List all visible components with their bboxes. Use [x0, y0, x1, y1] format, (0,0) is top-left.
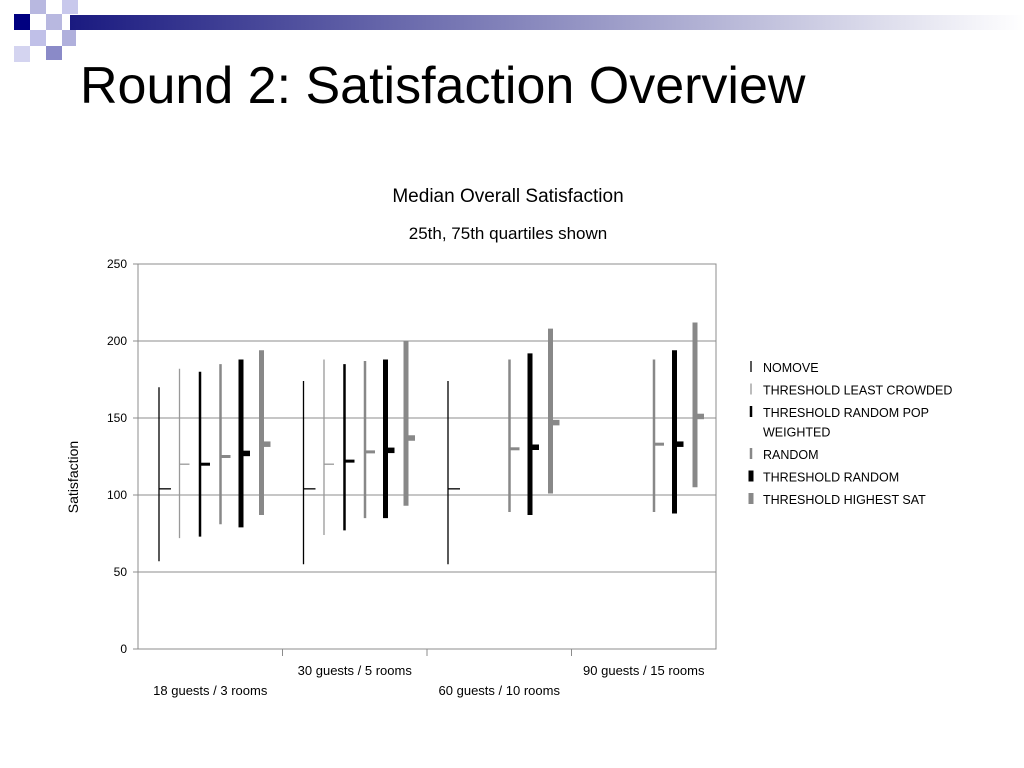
y-tick-label: 200	[107, 334, 127, 348]
x-tick-label: 60 guests / 10 rooms	[439, 683, 561, 698]
legend: NOMOVE THRESHOLD LEAST CROWDED THRESHOLD R…	[748, 361, 952, 507]
x-tick-label: 30 guests / 5 rooms	[298, 663, 413, 678]
legend-swatch	[749, 406, 753, 417]
plot-frame	[137, 263, 717, 650]
plot-area: 0 50 100 150 200 250 18 guests / 3 rooms 30 gue…	[107, 257, 717, 698]
y-tick-label: 0	[120, 642, 127, 656]
legend-label: RANDOM	[763, 448, 819, 462]
title-bar-decoration	[14, 0, 1024, 62]
legend-swatch	[750, 383, 752, 395]
y-tick-label: 50	[114, 565, 128, 579]
y-tick-label: 150	[107, 411, 127, 425]
slide-title: Round 2: Satisfaction Overview	[80, 57, 806, 115]
legend-swatch	[749, 448, 753, 459]
legend-label: NOMOVE	[763, 361, 819, 375]
legend-swatch	[750, 361, 752, 372]
legend-label: THRESHOLD HIGHEST SAT	[763, 493, 926, 507]
legend-label: THRESHOLD RANDOM	[763, 471, 899, 485]
legend-swatch	[748, 470, 754, 482]
y-tick-label: 100	[107, 488, 127, 502]
legend-swatch	[748, 493, 754, 504]
chart-title: Median Overall Satisfaction	[392, 186, 623, 207]
y-axis-label: Satisfaction	[65, 441, 81, 513]
chart-subtitle: 25th, 75th quartiles shown	[409, 224, 607, 243]
legend-label: THRESHOLD LEAST CROWDED	[763, 384, 952, 398]
legend-label: THRESHOLD RANDOM POP WEIGHTED	[763, 406, 929, 440]
y-tick-label: 250	[107, 257, 127, 271]
x-tick-label: 18 guests / 3 rooms	[153, 683, 268, 698]
x-tick-label: 90 guests / 15 rooms	[583, 663, 705, 678]
